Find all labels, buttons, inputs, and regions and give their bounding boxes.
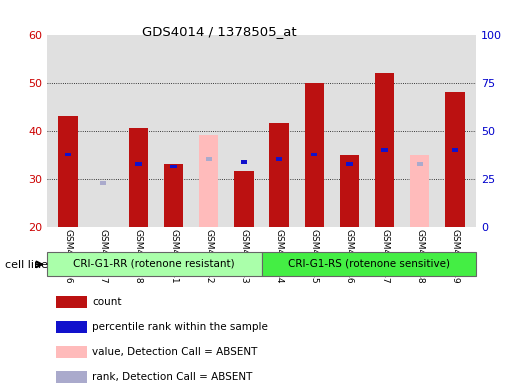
Bar bbox=[206, 157, 212, 161]
Bar bbox=[59, 116, 78, 227]
Bar bbox=[241, 160, 247, 164]
Bar bbox=[346, 162, 353, 166]
Text: CRI-G1-RS (rotenone sensitive): CRI-G1-RS (rotenone sensitive) bbox=[288, 259, 450, 269]
Bar bbox=[100, 182, 107, 185]
Bar bbox=[135, 162, 142, 166]
Text: count: count bbox=[92, 296, 122, 307]
Bar bbox=[56, 371, 87, 382]
Bar bbox=[269, 123, 289, 227]
Bar bbox=[452, 148, 458, 152]
Bar bbox=[375, 73, 394, 227]
Bar bbox=[445, 92, 464, 227]
Bar bbox=[276, 157, 282, 161]
Text: percentile rank within the sample: percentile rank within the sample bbox=[92, 321, 268, 332]
Bar bbox=[65, 153, 71, 157]
Bar bbox=[381, 148, 388, 152]
Text: GDS4014 / 1378505_at: GDS4014 / 1378505_at bbox=[142, 25, 297, 38]
Bar bbox=[311, 153, 317, 157]
Bar bbox=[234, 171, 254, 227]
Bar bbox=[304, 83, 324, 227]
Bar bbox=[56, 296, 87, 308]
Text: rank, Detection Call = ABSENT: rank, Detection Call = ABSENT bbox=[92, 371, 253, 382]
Bar bbox=[170, 165, 177, 169]
FancyBboxPatch shape bbox=[262, 252, 476, 276]
FancyBboxPatch shape bbox=[47, 252, 262, 276]
Bar bbox=[416, 162, 423, 166]
Bar bbox=[56, 346, 87, 358]
Bar bbox=[129, 128, 148, 227]
Bar bbox=[340, 155, 359, 227]
Bar bbox=[164, 164, 183, 227]
Text: cell line: cell line bbox=[5, 260, 48, 270]
Text: CRI-G1-RR (rotenone resistant): CRI-G1-RR (rotenone resistant) bbox=[73, 259, 235, 269]
Bar bbox=[199, 136, 219, 227]
Bar bbox=[56, 321, 87, 333]
Bar bbox=[410, 155, 429, 227]
Text: value, Detection Call = ABSENT: value, Detection Call = ABSENT bbox=[92, 346, 257, 357]
